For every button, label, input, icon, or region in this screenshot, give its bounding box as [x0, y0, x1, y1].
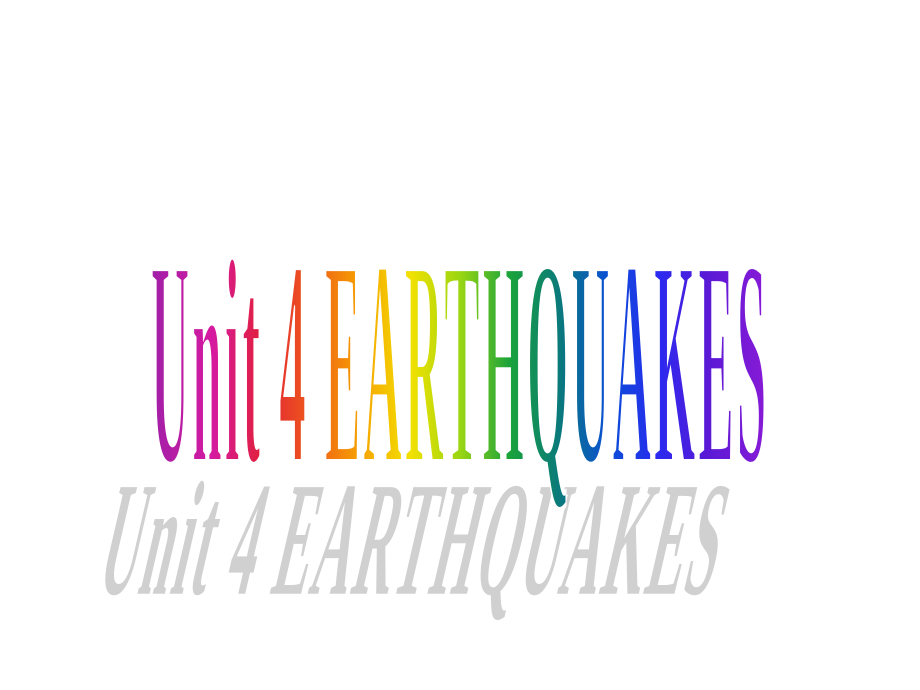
wordart-stage: Unit 4 EARTHQUAKES Unit 4 EARTHQUAKES Un… [0, 140, 920, 560]
wordart-svg: Unit 4 EARTHQUAKES Unit 4 EARTHQUAKES [0, 110, 920, 590]
wordart-text: Unit 4 EARTHQUAKES Unit 4 EARTHQUAKES [0, 110, 920, 590]
wordart-outline-text: Unit 4 EARTHQUAKES [151, 199, 769, 527]
